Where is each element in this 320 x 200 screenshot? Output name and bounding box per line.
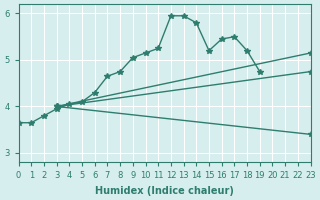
X-axis label: Humidex (Indice chaleur): Humidex (Indice chaleur) bbox=[95, 186, 234, 196]
